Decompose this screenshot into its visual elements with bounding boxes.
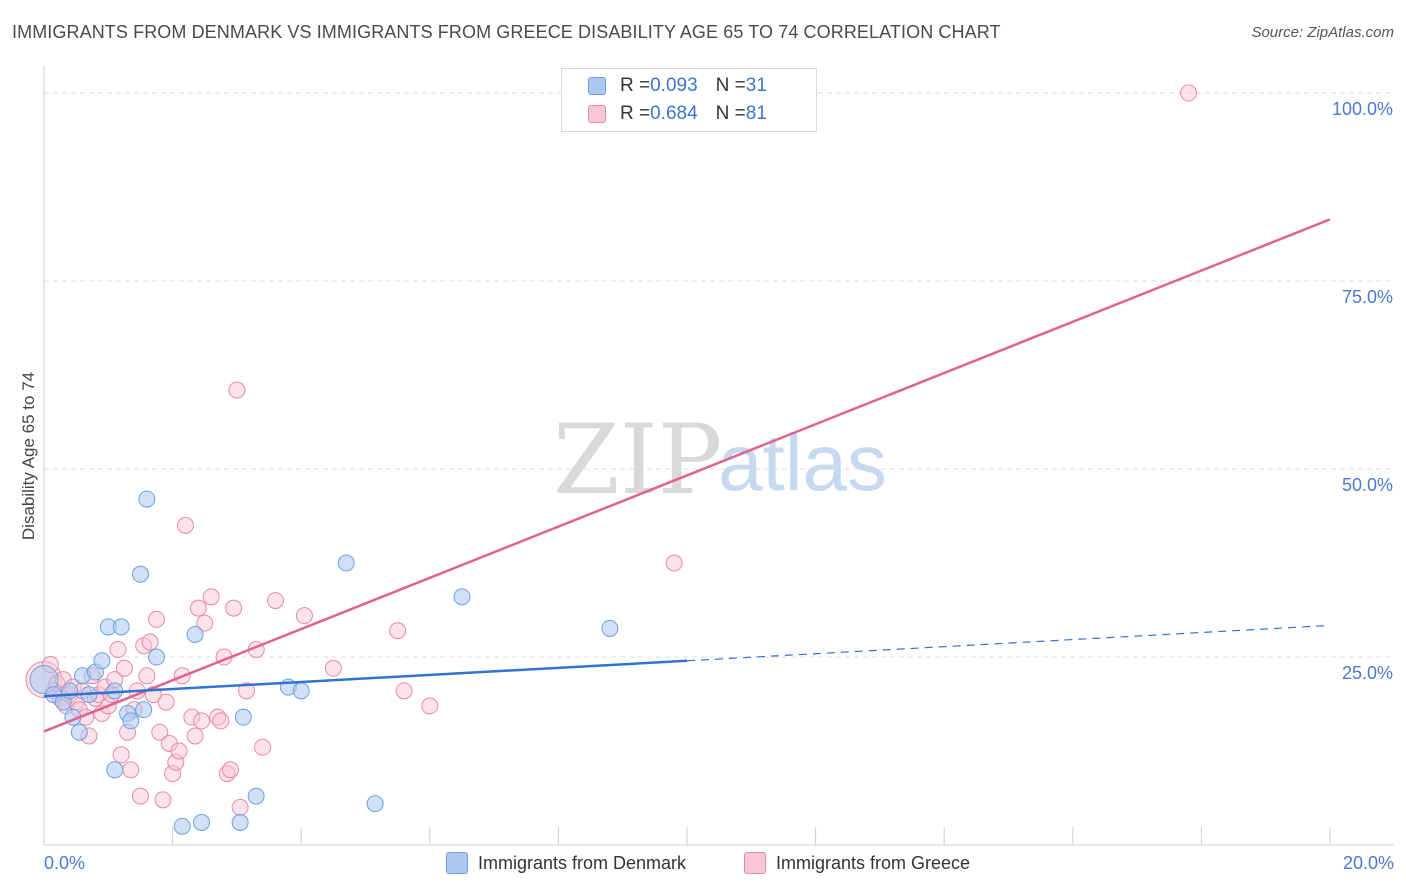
watermark-zip: ZIP [553, 404, 722, 516]
greece-point [115, 659, 133, 677]
y-tick-label: 100.0% [1332, 99, 1393, 119]
denmark-point [234, 708, 252, 726]
greece-point [196, 614, 214, 632]
denmark-point [366, 795, 384, 813]
greece-point [231, 798, 249, 816]
denmark-point [135, 701, 153, 719]
bottom-legend-swatch-greece [744, 852, 766, 874]
greece-point [112, 746, 130, 764]
greece-point [295, 607, 313, 625]
bottom-legend-label-greece: Immigrants from Greece [776, 852, 971, 873]
legend: R = 0.093 N = 31 R = 0.684 N = 81 [561, 68, 817, 132]
bottom-legend-greece: Immigrants from Greece [744, 852, 970, 874]
denmark-point [131, 565, 149, 583]
greece-point [266, 592, 284, 610]
denmark-point [93, 652, 111, 670]
greece-point [665, 554, 683, 572]
greece-point [186, 727, 204, 745]
denmark-point [106, 761, 124, 779]
greece-point [148, 610, 166, 628]
greece-point [225, 599, 243, 617]
bottom-legend-swatch-denmark [446, 852, 468, 874]
greece-point [109, 640, 127, 658]
x-tick-label: 20.0% [1343, 853, 1394, 873]
denmark-point [112, 618, 130, 636]
denmark-point [61, 682, 79, 700]
watermark-atlas: atlas [718, 418, 887, 507]
legend-r-value: 0.093 [650, 75, 698, 96]
denmark-point [453, 588, 471, 606]
greece-point [176, 516, 194, 534]
bottom-legend-label-denmark: Immigrants from Denmark [478, 852, 687, 873]
tick-labels: 25.0% 50.0% 75.0% 100.0% 0.0% 20.0% [44, 99, 1394, 873]
greece-point [238, 682, 256, 700]
trend-lines [43, 218, 1331, 733]
y-tick-label: 50.0% [1342, 475, 1393, 495]
denmark-point [148, 648, 166, 666]
greece-point [212, 712, 230, 730]
legend-swatch-greece [588, 105, 606, 123]
legend-n-value: 31 [745, 75, 767, 96]
denmark-trend-line [43, 659, 688, 698]
denmark-trend-extension [686, 624, 1331, 662]
legend-row-denmark: R = 0.093 N = 31 [588, 74, 767, 98]
y-tick-label: 75.0% [1342, 287, 1393, 307]
denmark-point [186, 625, 204, 643]
greece-point [324, 659, 342, 677]
legend-row-greece: R = 0.684 N = 81 [588, 102, 767, 126]
greece-point [1180, 84, 1198, 102]
greece-point [389, 622, 407, 640]
greece-point [228, 381, 246, 399]
greece-point [122, 761, 140, 779]
grid [44, 92, 1394, 658]
x-tick-label: 0.0% [44, 853, 85, 873]
greece-points [25, 84, 1198, 816]
greece-point [131, 787, 149, 805]
greece-point [189, 599, 207, 617]
greece-point [154, 791, 172, 809]
greece-point [254, 738, 272, 756]
y-axis-label: Disability Age 65 to 74 [19, 372, 38, 540]
denmark-point [138, 490, 156, 508]
watermark: ZIP atlas [553, 404, 887, 516]
denmark-point [173, 817, 191, 835]
chart-title: IMMIGRANTS FROM DENMARK VS IMMIGRANTS FR… [12, 22, 1001, 42]
greece-point [138, 667, 156, 685]
greece-point [202, 588, 220, 606]
greece-trend-line [43, 218, 1331, 733]
legend-n-label: N = [715, 75, 746, 96]
legend-r-label: R = [620, 103, 651, 124]
greece-point [193, 712, 211, 730]
denmark-point [70, 723, 88, 741]
legend-r-label: R = [620, 75, 651, 96]
greece-point [170, 742, 188, 760]
greece-point [151, 723, 169, 741]
denmark-point [122, 712, 140, 730]
legend-r-value: 0.684 [650, 103, 698, 124]
denmark-points [29, 490, 619, 835]
axes [43, 66, 1394, 846]
bottom-legend-denmark: Immigrants from Denmark [446, 852, 686, 874]
denmark-point [337, 554, 355, 572]
greece-point [157, 693, 175, 711]
denmark-point [601, 619, 619, 637]
source-credit: Source: ZipAtlas.com [1251, 24, 1394, 41]
greece-point [221, 761, 239, 779]
denmark-point [193, 813, 211, 831]
denmark-point [292, 682, 310, 700]
denmark-point [231, 813, 249, 831]
denmark-point [247, 787, 265, 805]
greece-point [421, 697, 439, 715]
legend-n-label: N = [715, 103, 746, 124]
legend-n-value: 81 [745, 103, 767, 124]
greece-point [395, 682, 413, 700]
greece-point [141, 633, 159, 651]
legend-swatch-denmark [588, 77, 606, 95]
y-tick-label: 25.0% [1342, 663, 1393, 683]
